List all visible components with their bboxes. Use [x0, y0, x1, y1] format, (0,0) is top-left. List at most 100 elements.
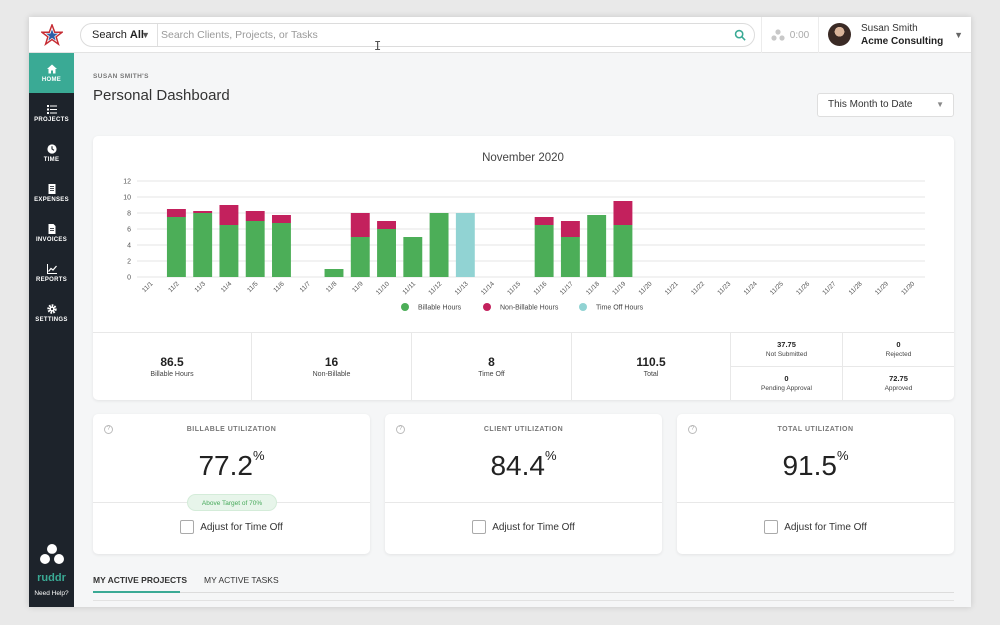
x-tick-label: 11/21 [664, 280, 680, 296]
gear-icon [46, 303, 57, 314]
help-link[interactable]: Need Help? [34, 590, 69, 597]
x-tick-label: 11/26 [795, 280, 811, 296]
stat-non-billable: 16 Non-Billable [252, 333, 412, 400]
bar-segment [587, 215, 607, 277]
sidebar-item-label: SETTINGS [35, 316, 68, 323]
search-scope-dropdown[interactable]: Search All ▼ [81, 24, 158, 46]
x-tick-label: 11/19 [611, 280, 627, 296]
utilization-value: 84.4% [385, 448, 662, 482]
sidebar-item-label: HOME [41, 76, 62, 83]
utilization-value: 91.5% [677, 448, 954, 482]
bar-segment [350, 213, 370, 237]
y-tick-label: 2 [127, 259, 131, 266]
stat-rejected[interactable]: 0 Rejected [843, 333, 954, 367]
chart-title: November 2020 [482, 152, 564, 164]
stat-label: Non-Billable [312, 371, 351, 378]
utilization-unit: % [836, 448, 849, 463]
tab-my-active-projects[interactable]: MY ACTIVE PROJECTS [93, 575, 187, 585]
adjust-time-off-label: Adjust for Time Off [784, 521, 867, 533]
x-tick-label: 11/6 [272, 280, 286, 294]
help-icon[interactable]: ? [688, 425, 697, 434]
hours-bar-chart: November 2020 0 2 4 6 8 10 12 11/1 11/2 11/3 11/4 11… [123, 152, 925, 312]
bar-segment [245, 211, 265, 221]
adjust-time-off-checkbox[interactable] [764, 520, 779, 534]
sidebar-item-label: INVOICES [35, 236, 68, 243]
stat-value: 8 [488, 355, 495, 369]
date-range-value: This Month to Date [828, 99, 913, 110]
divider [93, 600, 954, 601]
app-logo[interactable] [29, 17, 74, 53]
stat-value: 37.75 [777, 340, 796, 349]
adjust-time-off-checkbox[interactable] [472, 520, 487, 534]
stat-pending-approval[interactable]: 0 Pending Approval [731, 367, 843, 400]
avatar [828, 23, 851, 46]
utilization-value: 77.2% [93, 448, 370, 482]
x-tick-label: 11/29 [874, 280, 890, 296]
user-name: Susan Smith [861, 23, 918, 34]
search-scope-prefix: Search [92, 29, 130, 41]
sidebar-item-settings[interactable]: SETTINGS [29, 293, 74, 333]
text-cursor-icon: I [374, 39, 382, 53]
sidebar-item-reports[interactable]: REPORTS [29, 253, 74, 293]
bar-segment [272, 215, 291, 223]
x-tick-label: 11/12 [427, 280, 443, 296]
tab-my-active-tasks[interactable]: MY ACTIVE TASKS [204, 575, 279, 585]
stat-not-submitted[interactable]: 37.75 Not Submitted [731, 333, 843, 367]
stat-billable-hours: 86.5 Billable Hours [93, 333, 252, 400]
invoice-icon [48, 223, 55, 234]
legend-swatch [401, 303, 409, 311]
x-tick-label: 11/18 [585, 280, 601, 296]
hours-summary: 86.5 Billable Hours 16 Non-Billable 8 Ti… [93, 332, 954, 400]
search-scope-value: All [129, 29, 144, 41]
adjust-time-off-toggle[interactable]: Adjust for Time Off [677, 520, 954, 534]
x-tick-label: 11/30 [900, 280, 916, 296]
hours-chart-card: November 2020 0 2 4 6 8 10 12 11/1 11/2 11/3 11/4 11… [93, 136, 954, 400]
bar-segment [166, 217, 186, 277]
stat-value: 16 [324, 355, 339, 369]
x-tick-label: 11/24 [743, 280, 759, 296]
adjust-time-off-toggle[interactable]: Adjust for Time Off [385, 520, 662, 534]
bar-segment [534, 217, 554, 225]
sidebar-item-home[interactable]: HOME [29, 53, 74, 93]
sidebar-item-invoices[interactable]: INVOICES [29, 213, 74, 253]
user-menu[interactable]: Susan Smith Acme Consulting ▼ [821, 17, 971, 53]
divider [385, 502, 662, 503]
active-tab-indicator [93, 591, 180, 593]
page-title: Personal Dashboard [93, 87, 230, 104]
sidebar-item-expenses[interactable]: EXPENSES [29, 173, 74, 213]
bar-segment [193, 213, 213, 277]
brand-block[interactable]: ruddr Need Help? [29, 543, 74, 597]
x-tick-label: 11/7 [299, 280, 313, 294]
x-tick-label: 11/20 [637, 280, 653, 296]
legend-label: Billable Hours [418, 305, 462, 312]
stat-label: Billable Hours [150, 371, 194, 378]
y-tick-label: 4 [127, 243, 131, 250]
sidebar-item-label: PROJECTS [34, 116, 69, 123]
adjust-time-off-toggle[interactable]: Adjust for Time Off [93, 520, 370, 534]
y-tick-label: 10 [123, 195, 131, 202]
receipt-icon [48, 183, 55, 194]
legend-label: Non-Billable Hours [500, 305, 559, 312]
brand-name: ruddr [37, 572, 66, 584]
x-tick-label: 11/10 [375, 280, 391, 296]
search-input[interactable] [161, 26, 721, 44]
billable-utilization-card: ? BILLABLE UTILIZATION 77.2% Above Targe… [93, 414, 370, 554]
sidebar-item-projects[interactable]: PROJECTS [29, 93, 74, 133]
app-window: Search All ▼ I 0:00 Susan Smith Acme Con… [29, 17, 971, 607]
help-icon[interactable]: ? [104, 425, 113, 434]
sidebar-item-label: EXPENSES [34, 196, 69, 203]
search-icon[interactable] [734, 29, 746, 41]
timer-widget[interactable]: 0:00 [761, 17, 819, 53]
stat-approved[interactable]: 72.75 Approved [843, 367, 954, 400]
adjust-time-off-checkbox[interactable] [180, 520, 195, 534]
stat-label: Total [643, 371, 659, 378]
sidebar-item-time[interactable]: TIME [29, 133, 74, 173]
target-badge: Above Target of 70% [187, 494, 277, 511]
help-icon[interactable]: ? [396, 425, 405, 434]
x-tick-label: 11/17 [559, 280, 575, 296]
x-tick-label: 11/4 [220, 280, 234, 294]
x-tick-label: 11/8 [325, 280, 339, 294]
date-range-select[interactable]: This Month to Date ▼ [817, 93, 954, 117]
bar-segment [324, 269, 344, 277]
bar-segment [377, 229, 396, 277]
